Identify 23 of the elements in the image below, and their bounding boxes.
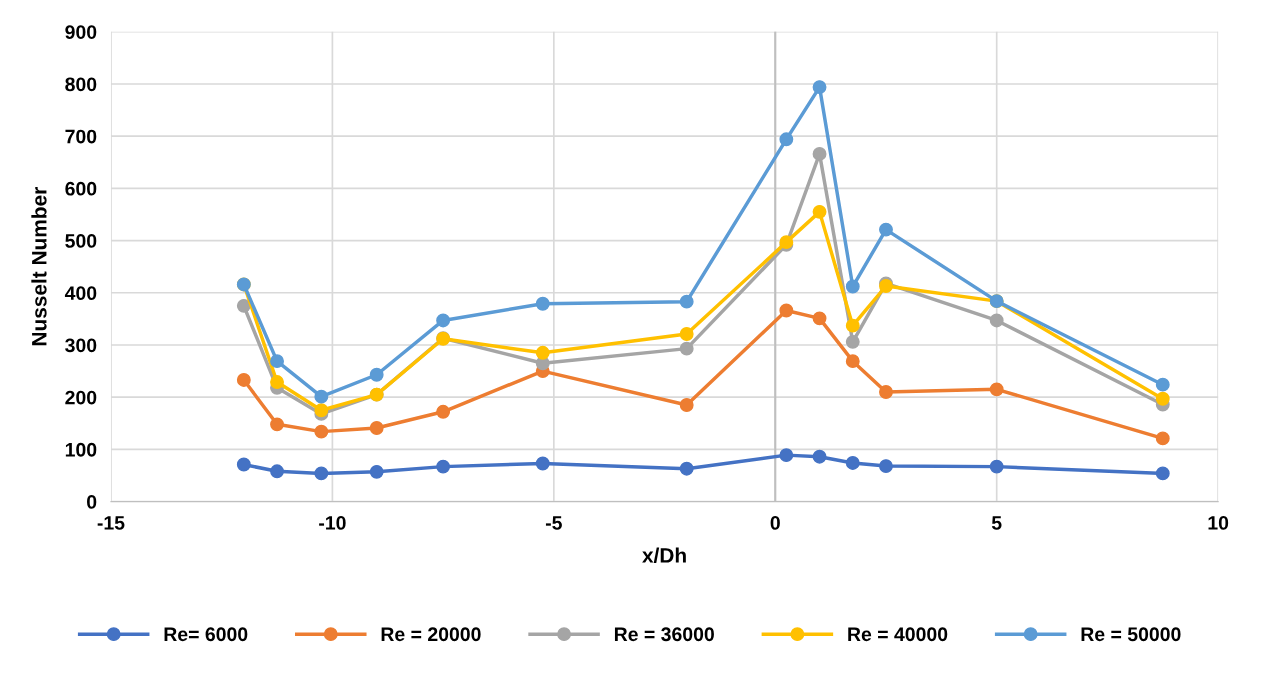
x-tick-label: 10 xyxy=(1208,515,1229,530)
x-axis-title: x/Dh xyxy=(642,547,686,564)
x-tick-label: 0 xyxy=(770,515,780,530)
legend-label: Re = 50000 xyxy=(1081,627,1181,642)
y-tick-label: 600 xyxy=(65,181,97,196)
legend-label: Re = 20000 xyxy=(381,627,481,642)
y-tick-label: 400 xyxy=(64,286,97,301)
y-tick-label: 800 xyxy=(65,77,97,92)
legend-label: Re= 6000 xyxy=(164,627,248,642)
y-tick-label: 100 xyxy=(65,442,97,457)
y-tick-label: 300 xyxy=(65,338,97,353)
y-tick-label: 0 xyxy=(87,495,97,509)
y-tick-label: 900 xyxy=(65,25,97,40)
x-tick-label: -5 xyxy=(545,516,562,530)
x-tick-label: -10 xyxy=(319,515,346,530)
x-tick-label: -15 xyxy=(97,516,125,530)
y-tick-label: 200 xyxy=(65,390,97,405)
legend-label: Re = 40000 xyxy=(848,627,948,642)
y-tick-label: 700 xyxy=(65,129,97,144)
y-tick-label: 500 xyxy=(65,234,97,248)
legend-label: Re = 36000 xyxy=(614,627,714,642)
x-tick-label: 5 xyxy=(991,516,1002,530)
y-axis-title: Nusselt Number xyxy=(31,187,47,346)
